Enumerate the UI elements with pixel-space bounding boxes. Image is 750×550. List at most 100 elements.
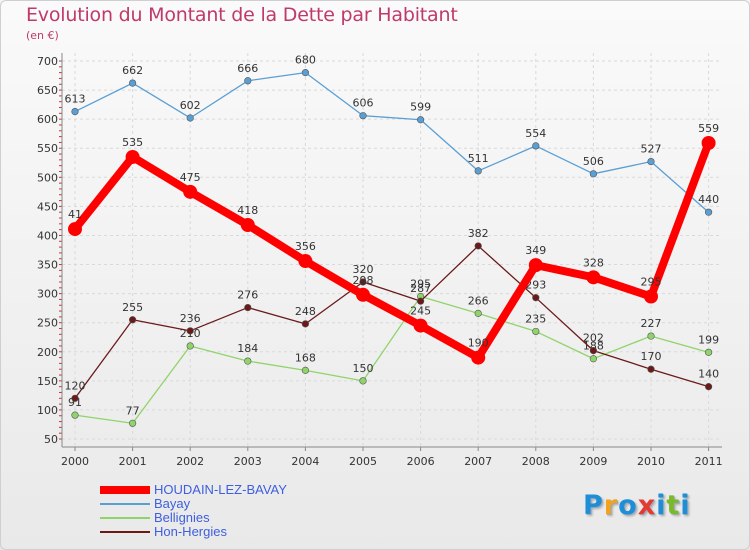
data-point-bellignies bbox=[301, 366, 310, 374]
data-label-bellignies: 227 bbox=[641, 317, 662, 330]
data-point-bayay bbox=[71, 107, 79, 116]
series-line-bayay bbox=[74, 71, 710, 213]
data-point-bellignies bbox=[704, 348, 713, 356]
data-point-houdain-lez-bavay bbox=[298, 254, 313, 269]
data-label-bayay: 527 bbox=[641, 143, 662, 156]
data-label-bayay: 440 bbox=[698, 193, 719, 206]
data-label-bellignies: 168 bbox=[295, 351, 316, 364]
y-tick-label: 100 bbox=[37, 404, 58, 417]
legend-label-houdain-lez-bavay: HOUDAIN-LEZ-BAVAY bbox=[154, 482, 287, 497]
y-tick-label: 350 bbox=[37, 259, 58, 272]
data-label-houdain-lez-bavay: 559 bbox=[698, 122, 719, 135]
data-point-hon-hergies bbox=[359, 278, 367, 286]
data-label-bayay: 506 bbox=[583, 155, 604, 168]
data-point-hon-hergies bbox=[532, 294, 540, 302]
data-point-bellignies bbox=[647, 332, 655, 340]
x-tick-label: 2001 bbox=[119, 455, 147, 468]
data-label-bayay: 666 bbox=[237, 62, 258, 75]
data-label-hon-hergies: 202 bbox=[583, 332, 604, 345]
data-label-bellignies: 295 bbox=[410, 278, 431, 291]
data-point-houdain-lez-bavay bbox=[68, 222, 82, 237]
x-tick-label: 2009 bbox=[579, 455, 607, 468]
data-label-houdain-lez-bavay: 298 bbox=[353, 274, 374, 287]
series-line-houdain-lez-bavay bbox=[71, 138, 713, 362]
data-label-bellignies: 184 bbox=[237, 342, 258, 355]
data-point-bayay bbox=[647, 158, 655, 166]
data-point-houdain-lez-bavay bbox=[240, 217, 255, 232]
x-tick-label: 2002 bbox=[176, 455, 204, 468]
data-point-bayay bbox=[244, 77, 252, 85]
y-tick-label: 200 bbox=[37, 346, 58, 359]
y-tick-label: 150 bbox=[37, 375, 58, 388]
data-point-bayay bbox=[301, 69, 310, 77]
data-label-hon-hergies: 120 bbox=[65, 379, 86, 392]
data-point-bayay bbox=[186, 114, 194, 122]
data-point-hon-hergies bbox=[244, 303, 252, 312]
x-tick-label: 2007 bbox=[464, 455, 492, 468]
data-label-bayay: 662 bbox=[122, 64, 143, 77]
data-point-hon-hergies bbox=[704, 383, 713, 391]
data-point-houdain-lez-bavay bbox=[413, 318, 428, 333]
data-point-bellignies bbox=[244, 357, 252, 365]
data-label-hon-hergies: 287 bbox=[410, 282, 431, 295]
data-point-bellignies bbox=[359, 377, 367, 385]
y-tick-label: 450 bbox=[37, 200, 58, 213]
data-point-bellignies bbox=[71, 411, 79, 419]
data-point-bayay bbox=[474, 167, 482, 175]
data-label-hon-hergies: 248 bbox=[295, 305, 316, 318]
data-label-houdain-lez-bavay: 328 bbox=[583, 256, 604, 269]
legend-label-bayay: Bayay bbox=[154, 496, 191, 511]
data-label-bellignies: 150 bbox=[353, 362, 374, 375]
x-tick-label: 2011 bbox=[695, 455, 723, 468]
chart-subtitle: (en €) bbox=[26, 29, 59, 42]
data-point-bellignies bbox=[186, 342, 194, 350]
data-point-houdain-lez-bavay bbox=[528, 258, 543, 273]
x-tick-label: 2000 bbox=[61, 455, 89, 468]
data-label-bellignies: 77 bbox=[126, 404, 140, 417]
data-label-bellignies: 188 bbox=[583, 340, 604, 353]
data-point-hon-hergies bbox=[71, 394, 79, 402]
data-label-bayay: 511 bbox=[468, 152, 489, 165]
data-label-bayay: 606 bbox=[353, 97, 374, 110]
data-point-bellignies bbox=[129, 419, 137, 427]
data-label-bellignies: 235 bbox=[525, 312, 546, 325]
data-label-hon-hergies: 276 bbox=[237, 289, 258, 302]
y-tick-label: 500 bbox=[37, 171, 58, 184]
data-label-hon-hergies: 140 bbox=[698, 368, 719, 381]
data-label-hon-hergies: 255 bbox=[122, 301, 143, 314]
data-point-houdain-lez-bavay bbox=[471, 350, 486, 365]
data-label-bellignies: 91 bbox=[68, 396, 82, 409]
data-point-bellignies bbox=[474, 309, 482, 317]
data-label-houdain-lez-bavay: 535 bbox=[122, 136, 143, 149]
y-tick-label: 700 bbox=[37, 55, 58, 68]
data-point-bayay bbox=[532, 142, 540, 150]
data-point-bayay bbox=[359, 112, 367, 120]
data-label-bellignies: 266 bbox=[468, 294, 489, 307]
x-tick-label: 2005 bbox=[349, 455, 377, 468]
proxiti-logo: Proxiti bbox=[583, 490, 691, 521]
series-line-hon-hergies bbox=[74, 245, 710, 399]
y-tick-label: 600 bbox=[37, 113, 58, 126]
legend-swatch-hon-hergies bbox=[100, 531, 150, 533]
data-point-bayay bbox=[417, 116, 425, 124]
x-tick-label: 2004 bbox=[291, 455, 319, 468]
data-point-bayay bbox=[589, 170, 598, 178]
data-point-bellignies bbox=[589, 355, 598, 363]
data-point-houdain-lez-bavay bbox=[356, 287, 370, 302]
data-label-houdain-lez-bavay: 475 bbox=[180, 171, 201, 184]
data-point-hon-hergies bbox=[474, 242, 482, 250]
data-point-houdain-lez-bavay bbox=[125, 149, 140, 164]
x-tick-label: 2010 bbox=[637, 455, 665, 468]
data-point-hon-hergies bbox=[301, 320, 310, 328]
data-label-hon-hergies: 236 bbox=[180, 312, 201, 325]
data-point-bayay bbox=[704, 208, 713, 216]
data-label-houdain-lez-bavay: 190 bbox=[468, 337, 489, 350]
legend-label-hon-hergies: Hon-Hergies bbox=[154, 524, 227, 539]
data-label-bayay: 602 bbox=[180, 99, 201, 112]
data-point-houdain-lez-bavay bbox=[701, 135, 716, 150]
data-label-houdain-lez-bavay: 295 bbox=[641, 276, 662, 289]
y-tick-label: 300 bbox=[37, 288, 58, 301]
legend-swatch-bayay bbox=[100, 503, 150, 505]
